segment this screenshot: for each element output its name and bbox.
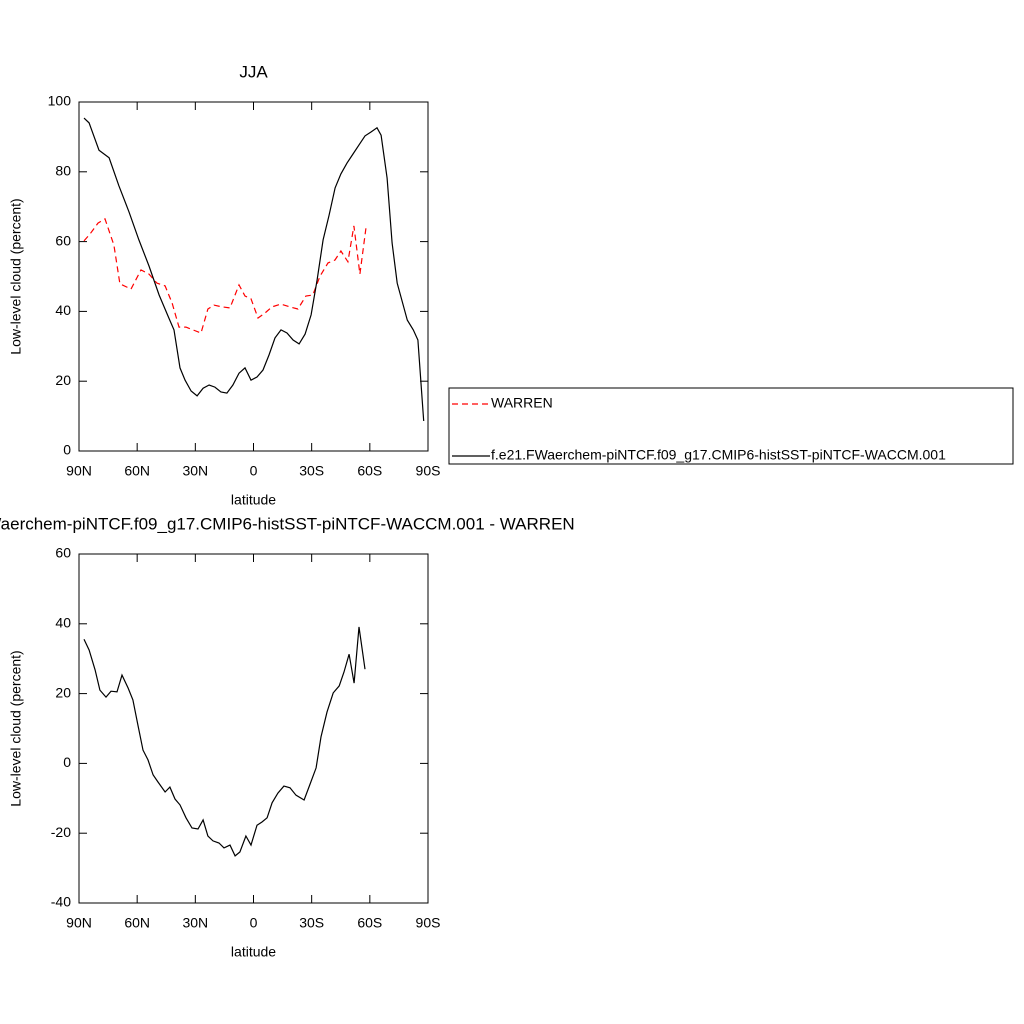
y-tick-label: 60 xyxy=(55,545,71,561)
x-tick-label: 90N xyxy=(66,915,92,931)
x-tick-label: 60N xyxy=(124,463,150,479)
y-tick-label: 0 xyxy=(63,754,71,770)
y-axis-label: Low-level cloud (percent) xyxy=(8,650,24,806)
chart-title: JJA xyxy=(239,62,268,81)
y-tick-label: -20 xyxy=(51,824,71,840)
y-tick-label: 80 xyxy=(55,163,71,179)
x-tick-label: 90N xyxy=(66,463,92,479)
x-tick-label: 30S xyxy=(299,915,324,931)
plot-frame xyxy=(78,101,429,452)
x-tick-label: 90S xyxy=(416,463,441,479)
legend-label: f.e21.FWaerchem-piNTCF.f09_g17.CMIP6-his… xyxy=(491,447,946,463)
y-tick-label: -40 xyxy=(51,894,71,910)
y-tick-label: 40 xyxy=(55,302,71,318)
x-tick-label: 30S xyxy=(299,463,324,479)
data-line xyxy=(83,626,366,857)
y-tick-label: 40 xyxy=(55,615,71,631)
x-tick-label: 0 xyxy=(250,463,258,479)
y-tick-label: 20 xyxy=(55,684,71,700)
x-tick-label: 30N xyxy=(182,915,208,931)
legend-label: WARREN xyxy=(491,395,553,411)
data-line xyxy=(83,117,425,422)
y-tick-label: 100 xyxy=(48,93,72,109)
y-tick-label: 0 xyxy=(63,442,71,458)
x-tick-label: 0 xyxy=(250,915,258,931)
x-tick-label: 30N xyxy=(182,463,208,479)
x-tick-label: 60N xyxy=(124,915,150,931)
x-axis-label: latitude xyxy=(231,944,276,960)
legend-box xyxy=(448,387,1014,465)
plot-frame xyxy=(78,553,429,904)
y-tick-label: 20 xyxy=(55,372,71,388)
panel: JJA 0 20 40 60 80 100 90N 60N 30N 0 30S 60S 90S latitu… xyxy=(8,62,1014,508)
chart-title: f.e21.FWaerchem-piNTCF.f09_g17.CMIP6-his… xyxy=(0,514,575,533)
x-tick-label: 60S xyxy=(357,915,382,931)
panel: f.e21.FWaerchem-piNTCF.f09_g17.CMIP6-his… xyxy=(0,514,575,959)
y-axis-label: Low-level cloud (percent) xyxy=(8,198,24,354)
x-tick-label: 60S xyxy=(357,463,382,479)
x-axis-label: latitude xyxy=(231,492,276,508)
y-tick-label: 60 xyxy=(55,232,71,248)
x-tick-label: 90S xyxy=(416,915,441,931)
